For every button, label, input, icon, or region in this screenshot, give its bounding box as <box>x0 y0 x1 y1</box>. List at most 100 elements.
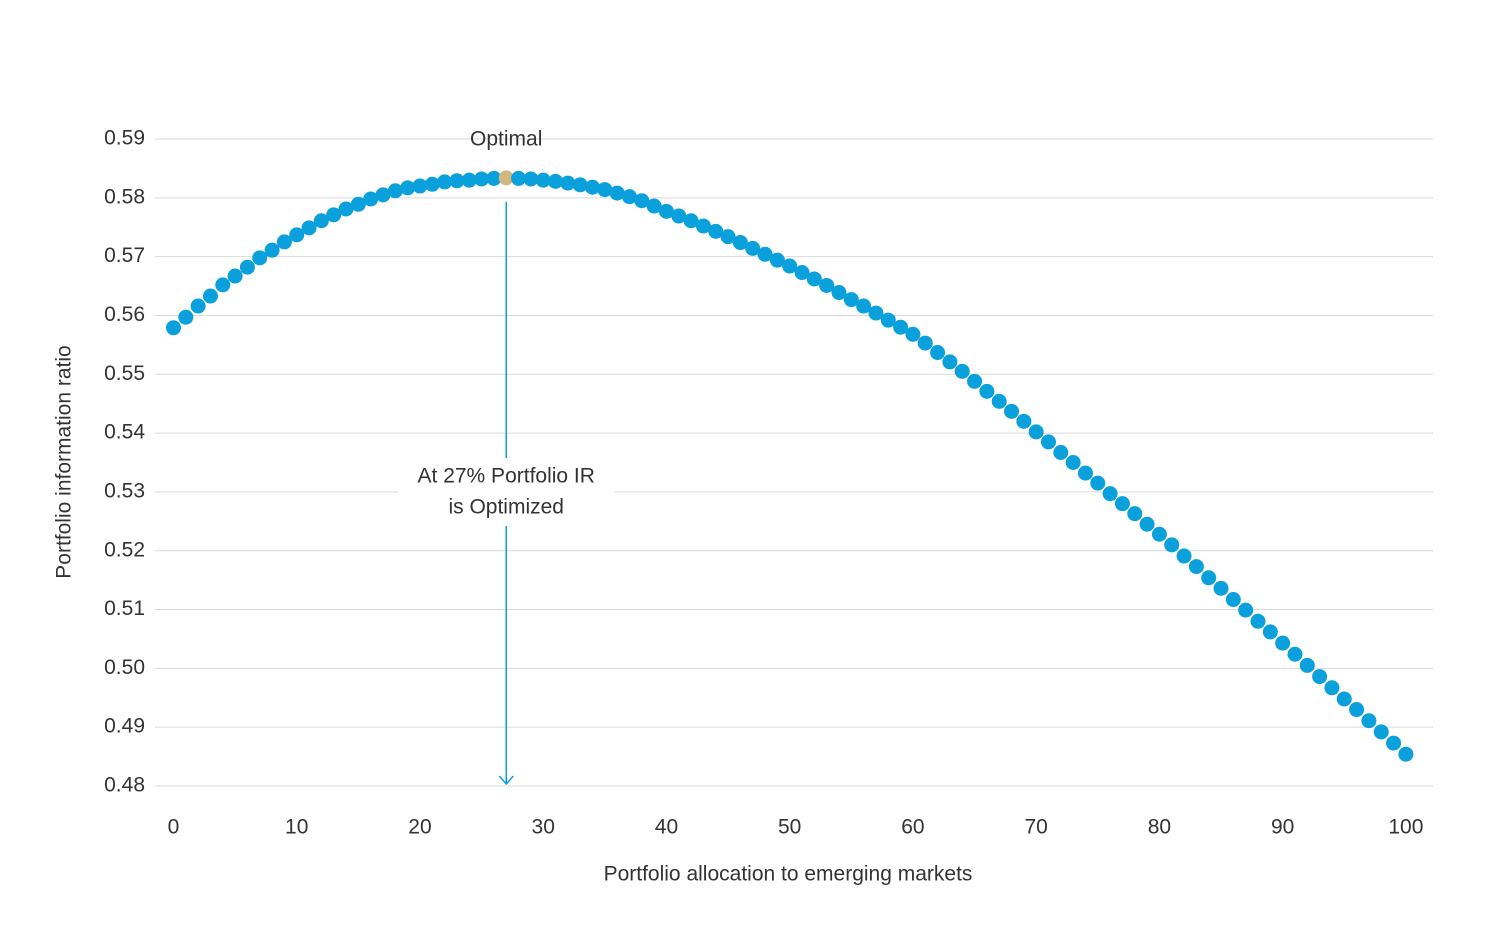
data-point <box>1114 496 1130 512</box>
data-point <box>1225 592 1241 608</box>
data-point <box>474 171 490 187</box>
data-point <box>1102 486 1118 502</box>
data-point <box>1028 424 1044 440</box>
data-point <box>326 207 342 223</box>
x-tick-label: 70 <box>1024 816 1047 839</box>
data-point <box>806 271 822 287</box>
data-point <box>239 259 255 275</box>
data-point <box>1164 537 1180 553</box>
data-point <box>1188 559 1204 575</box>
data-point <box>1238 602 1254 618</box>
data-point <box>609 185 625 201</box>
data-point <box>843 292 859 308</box>
data-point <box>585 179 601 195</box>
data-point <box>683 213 699 229</box>
data-point <box>1127 506 1143 522</box>
data-point <box>289 227 305 243</box>
x-tick-label: 50 <box>778 816 801 839</box>
data-point <box>979 383 995 399</box>
data-point <box>301 220 317 236</box>
data-point <box>498 170 514 186</box>
x-tick-label: 80 <box>1148 816 1171 839</box>
y-tick-label: 0.59 <box>104 127 145 150</box>
annotation-background <box>398 458 615 526</box>
data-point <box>363 191 379 207</box>
data-point <box>1398 746 1414 762</box>
y-tick-label: 0.51 <box>104 597 145 620</box>
data-point <box>252 250 268 266</box>
data-point <box>720 229 736 245</box>
data-point <box>954 363 970 379</box>
data-point <box>917 335 933 351</box>
data-point <box>967 373 983 389</box>
data-point <box>671 208 687 224</box>
data-point <box>449 173 465 189</box>
data-point <box>264 242 280 258</box>
data-point <box>400 180 416 196</box>
y-tick-label: 0.55 <box>104 362 145 385</box>
data-point <box>646 198 662 214</box>
y-tick-label: 0.49 <box>104 715 145 738</box>
data-point <box>227 268 243 284</box>
data-point <box>782 258 798 274</box>
y-tick-label: 0.58 <box>104 185 145 208</box>
data-point <box>1213 580 1229 596</box>
x-tick-label: 60 <box>901 816 924 839</box>
data-point <box>1373 724 1389 740</box>
data-point <box>1053 445 1069 461</box>
data-point <box>486 170 502 186</box>
data-point <box>461 172 477 188</box>
y-tick-label: 0.57 <box>104 244 145 267</box>
data-point <box>880 312 896 328</box>
data-point <box>1065 455 1081 470</box>
arrow-head <box>498 775 514 786</box>
data-point <box>190 298 206 314</box>
data-point <box>695 218 711 234</box>
data-point <box>313 213 329 229</box>
data-point <box>831 285 847 301</box>
data-point <box>1386 735 1402 751</box>
data-point <box>535 172 551 188</box>
y-tick-label: 0.53 <box>104 479 145 502</box>
x-tick-label: 100 <box>1388 816 1423 839</box>
data-point <box>1312 669 1328 685</box>
data-point <box>1324 680 1340 696</box>
data-point <box>1349 702 1365 718</box>
annotation-text: is Optimized <box>448 496 564 519</box>
data-point <box>658 203 674 219</box>
data-point <box>856 298 872 314</box>
data-point <box>1040 434 1056 450</box>
data-point <box>1250 613 1266 629</box>
y-tick-label: 0.52 <box>104 538 145 561</box>
data-point <box>794 265 810 281</box>
data-point <box>572 177 588 193</box>
data-point <box>437 174 453 190</box>
data-point <box>1139 516 1155 532</box>
data-point <box>819 277 835 293</box>
data-point <box>634 193 650 209</box>
x-tick-label: 90 <box>1271 816 1294 839</box>
data-point <box>560 175 576 191</box>
data-point <box>548 173 564 189</box>
x-tick-label: 10 <box>285 816 308 839</box>
y-axis-label: Portfolio information ratio <box>53 345 76 578</box>
data-point <box>1287 646 1303 662</box>
data-point <box>942 354 958 370</box>
annotation-text: At 27% Portfolio IR <box>418 465 595 488</box>
data-point <box>905 326 921 342</box>
data-point <box>930 345 946 361</box>
data-point <box>1016 413 1032 429</box>
annotation-label: Optimal <box>470 127 542 150</box>
data-point <box>769 252 785 268</box>
data-point <box>868 305 884 321</box>
data-point <box>165 320 181 336</box>
y-tick-label: 0.50 <box>104 656 145 679</box>
x-tick-label: 0 <box>168 816 180 839</box>
data-point <box>387 183 403 199</box>
data-point <box>178 309 194 325</box>
data-point <box>1299 657 1315 673</box>
y-tick-label: 0.48 <box>104 774 145 797</box>
data-point <box>276 234 292 250</box>
data-point <box>745 240 761 256</box>
